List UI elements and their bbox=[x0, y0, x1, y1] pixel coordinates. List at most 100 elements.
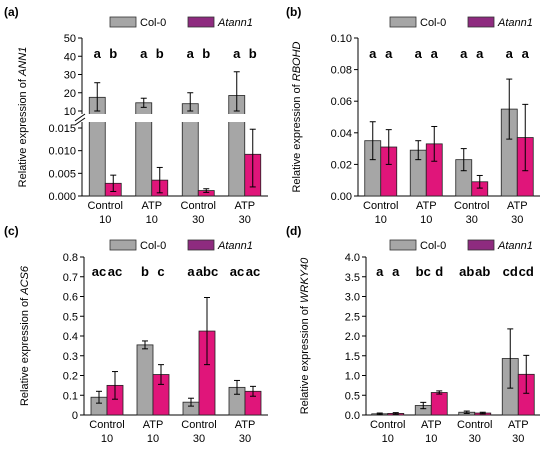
legend-label: Atann1 bbox=[217, 17, 253, 29]
legend-swatch-col0 bbox=[389, 239, 417, 251]
x-tick-label: 10 bbox=[375, 214, 387, 226]
significance-letter: ac bbox=[92, 264, 106, 279]
legend: Col-0 Atann1 bbox=[389, 16, 533, 29]
x-tick-label: Control bbox=[88, 200, 123, 212]
significance-letter: bc bbox=[416, 264, 431, 279]
y-tick-label: 40 bbox=[64, 51, 76, 63]
significance-letter: cd bbox=[503, 264, 518, 279]
x-tick-label: 30 bbox=[466, 214, 478, 226]
legend-swatch-atann1 bbox=[187, 239, 215, 251]
x-tick-label: ATP bbox=[416, 200, 437, 212]
y-tick-label: 0.04 bbox=[331, 128, 352, 140]
y-tick-label: 0.2 bbox=[63, 371, 78, 383]
significance-letter: a bbox=[376, 264, 384, 279]
x-tick-label: ATP bbox=[421, 419, 442, 431]
significance-letter: a bbox=[431, 46, 439, 61]
significance-letter: ab bbox=[459, 264, 474, 279]
significance-letter: b bbox=[156, 46, 164, 61]
legend-label: Col-0 bbox=[420, 240, 446, 252]
y-tick-label: 0.005 bbox=[48, 168, 76, 180]
x-tick-label: Control bbox=[181, 200, 216, 212]
chart-panel-d: (d) 0.0 0.5 1.0 1.5 2.0 2.5 3.0 3.5 4.0 Relative e… bbox=[286, 224, 540, 445]
x-tick-label: 30 bbox=[192, 214, 204, 226]
significance-letter: ac bbox=[108, 264, 122, 279]
significance-letter: a bbox=[476, 46, 484, 61]
y-tick-label: 0 bbox=[72, 410, 78, 422]
y-axis-title-gene: ANN1 bbox=[17, 47, 29, 77]
y-axis-title-text: Relative expression of bbox=[17, 76, 29, 187]
x-tick-label: ATP bbox=[141, 200, 162, 212]
significance-letter: a bbox=[392, 264, 400, 279]
y-tick-label: 30 bbox=[64, 70, 76, 82]
bar-col0 bbox=[88, 96, 106, 197]
significance-letter: c bbox=[157, 264, 164, 279]
y-tick-label: 0.7 bbox=[63, 272, 78, 284]
x-tick-label: ATP bbox=[143, 419, 164, 431]
y-tick-label: 0.10 bbox=[331, 33, 352, 45]
significance-letter: b bbox=[141, 264, 149, 279]
y-tick-label: 0.015 bbox=[48, 123, 76, 135]
legend-swatch-col0 bbox=[389, 16, 417, 28]
significance-letter: ac bbox=[230, 264, 244, 279]
y-axis-title: Relative expression of WRKY40 bbox=[299, 257, 311, 414]
y-axis-title: Relative expression of RBOHD bbox=[291, 41, 303, 192]
legend: Col-0 Atann1 bbox=[109, 239, 253, 252]
x-tick-label: 10 bbox=[146, 214, 158, 226]
y-axis-title: Relative expression of ANN1 bbox=[17, 47, 29, 188]
y-tick-label: 0.08 bbox=[331, 65, 352, 77]
y-tick-label: 1.0 bbox=[345, 371, 360, 383]
significance-letter: b bbox=[109, 46, 117, 61]
y-tick-label: 0.5 bbox=[345, 390, 360, 402]
legend-label: Atann1 bbox=[497, 17, 533, 29]
y-tick-label: 3.0 bbox=[345, 292, 360, 304]
x-tick-label: ATP bbox=[235, 419, 256, 431]
x-tick-label: ATP bbox=[234, 200, 255, 212]
legend-label: Col-0 bbox=[140, 240, 166, 252]
y-tick-label: 0.00 bbox=[331, 191, 352, 203]
y-axis-title-gene: RBOHD bbox=[291, 41, 303, 81]
x-tick-label: Control bbox=[370, 419, 405, 431]
y-tick-label: 0.6 bbox=[63, 292, 78, 304]
y-tick-label: 2.5 bbox=[345, 311, 360, 323]
y-tick-label: 3.5 bbox=[345, 272, 360, 284]
significance-letter: a bbox=[187, 264, 195, 279]
y-tick-label: 0.4 bbox=[63, 331, 78, 343]
x-tick-label: Control bbox=[454, 200, 489, 212]
x-tick-label: 10 bbox=[99, 214, 111, 226]
significance-letter: a bbox=[506, 46, 514, 61]
y-tick-label: 0.1 bbox=[63, 390, 78, 402]
x-tick-label: 30 bbox=[511, 214, 523, 226]
significance-letter: a bbox=[187, 46, 195, 61]
significance-letter: a bbox=[94, 46, 102, 61]
x-tick-label: 30 bbox=[239, 433, 251, 445]
y-tick-label: 20 bbox=[64, 88, 76, 100]
x-tick-label: Control bbox=[457, 419, 492, 431]
y-tick-label: 0.010 bbox=[48, 146, 76, 158]
significance-letter: a bbox=[522, 46, 530, 61]
y-axis-title-text: Relative expression of bbox=[19, 295, 31, 406]
x-tick-label: ATP bbox=[508, 419, 529, 431]
panel-label: (d) bbox=[286, 224, 301, 238]
significance-letter: b bbox=[249, 46, 257, 61]
bar-col0 bbox=[136, 344, 154, 416]
x-tick-label: 30 bbox=[512, 433, 524, 445]
legend-swatch-col0 bbox=[109, 239, 137, 251]
y-tick-label: 0.000 bbox=[48, 191, 76, 203]
y-axis-title: Relative expression of ACS6 bbox=[19, 265, 31, 406]
x-tick-label: 30 bbox=[193, 433, 205, 445]
x-tick-label: 10 bbox=[382, 433, 394, 445]
x-tick-label: 30 bbox=[469, 433, 481, 445]
y-tick-label: 0.3 bbox=[63, 351, 78, 363]
y-tick-label: 50 bbox=[64, 33, 76, 45]
legend: Col-0 Atann1 bbox=[389, 239, 533, 252]
significance-letter: a bbox=[415, 46, 423, 61]
y-tick-label: 1.5 bbox=[345, 351, 360, 363]
y-tick-label: 0.0 bbox=[345, 410, 360, 422]
y-axis-title-text: Relative expression of bbox=[299, 303, 311, 414]
significance-letter: b bbox=[202, 46, 210, 61]
x-tick-label: ATP bbox=[507, 200, 528, 212]
significance-letter: a bbox=[369, 46, 377, 61]
legend-label: Atann1 bbox=[217, 240, 253, 252]
x-tick-label: 10 bbox=[101, 433, 113, 445]
